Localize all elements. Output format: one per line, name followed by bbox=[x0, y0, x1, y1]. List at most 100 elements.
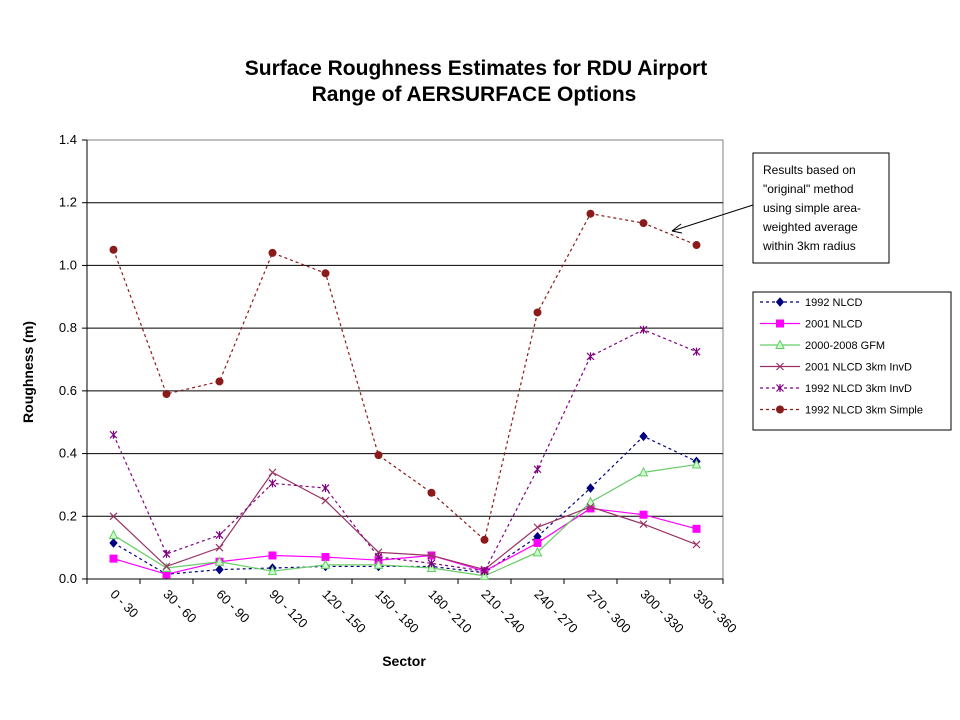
legend-label: 2001 NLCD bbox=[805, 319, 863, 331]
annotation-line: Results based on bbox=[763, 163, 856, 177]
legend-label: 1992 NLCD 3km Simple bbox=[805, 405, 923, 417]
data-point bbox=[109, 245, 118, 254]
data-point bbox=[586, 209, 595, 218]
x-tick-label: 300 - 330 bbox=[637, 587, 686, 636]
data-point bbox=[374, 553, 383, 562]
data-point bbox=[639, 520, 648, 529]
legend-swatch-marker bbox=[776, 384, 784, 392]
data-point bbox=[586, 483, 595, 493]
x-tick-label: 270 - 300 bbox=[584, 587, 633, 636]
x-axis-label: Sector bbox=[382, 653, 426, 669]
marker-stroke bbox=[586, 502, 595, 511]
data-point bbox=[268, 468, 277, 477]
data-point bbox=[374, 451, 383, 460]
data-point bbox=[479, 570, 490, 580]
data-point bbox=[692, 241, 701, 250]
x-tick-label: 120 - 150 bbox=[319, 587, 368, 636]
data-point bbox=[321, 484, 330, 493]
annotation-box bbox=[752, 152, 890, 264]
data-point bbox=[267, 565, 278, 576]
x-tick-label: 240 - 270 bbox=[531, 587, 580, 636]
y-tick-label: 0.0 bbox=[59, 571, 77, 586]
marker-stroke bbox=[215, 543, 224, 552]
x-tick-label: 330 - 360 bbox=[690, 587, 739, 636]
marker-stroke bbox=[639, 520, 648, 529]
data-point bbox=[533, 538, 542, 547]
annotation-line: using simple area- bbox=[763, 201, 861, 215]
legend-item: 1992 NLCD bbox=[760, 297, 863, 309]
y-tick-label: 1.0 bbox=[59, 257, 77, 272]
legend-label: 2000-2008 GFM bbox=[805, 340, 885, 352]
data-point bbox=[427, 551, 436, 560]
legend-item: 1992 NLCD 3km InvD bbox=[760, 383, 912, 395]
legend-swatch-marker bbox=[776, 319, 784, 328]
data-point bbox=[586, 502, 595, 511]
series-line bbox=[112, 213, 697, 541]
data-point bbox=[109, 512, 118, 521]
y-tick-label: 0.4 bbox=[59, 446, 77, 461]
data-point bbox=[215, 531, 224, 540]
data-point bbox=[268, 479, 277, 488]
data-point bbox=[427, 559, 436, 568]
data-point bbox=[108, 529, 119, 540]
data-point bbox=[692, 540, 701, 549]
data-point bbox=[480, 567, 489, 576]
annotation-arrow bbox=[671, 204, 754, 232]
grid-lines bbox=[87, 202, 723, 517]
data-point bbox=[639, 431, 648, 442]
data-point bbox=[161, 562, 172, 573]
legend-label: 1992 NLCD bbox=[805, 297, 863, 309]
legend-item: 2001 NLCD 3km InvD bbox=[760, 362, 912, 374]
data-point bbox=[639, 325, 648, 334]
legend-swatch-marker bbox=[775, 339, 785, 349]
legend-swatch-marker bbox=[776, 405, 784, 414]
legend-label: 2001 NLCD 3km InvD bbox=[805, 362, 912, 374]
chart-title-line-2: Range of AERSURFACE Options bbox=[312, 83, 637, 106]
data-point bbox=[639, 219, 648, 228]
data-point bbox=[321, 269, 330, 278]
series-line bbox=[113, 471, 697, 571]
legend-item: 2000-2008 GFM bbox=[760, 339, 885, 352]
legend: 1992 NLCD 2001 NLCD 2000-2008 GFM 2001 NLCD… bbox=[752, 291, 952, 431]
data-point bbox=[109, 554, 118, 563]
data-point bbox=[268, 551, 277, 560]
annotation-line: "original" method bbox=[763, 182, 854, 196]
chart-title-line-1: Surface Roughness Estimates for RDU Airp… bbox=[245, 57, 707, 80]
data-point bbox=[214, 556, 225, 566]
legend-swatch-marker bbox=[776, 362, 784, 371]
data-point bbox=[585, 496, 596, 507]
series-2 bbox=[108, 458, 702, 580]
data-point bbox=[639, 510, 648, 519]
x-tick-label: 90 - 120 bbox=[266, 587, 310, 631]
y-tick-label: 1.4 bbox=[59, 132, 77, 147]
annotation-text: Results based on "original" method using s… bbox=[762, 163, 861, 253]
data-point bbox=[638, 466, 649, 477]
series-line bbox=[113, 463, 697, 577]
data-point bbox=[320, 559, 331, 569]
data-point bbox=[480, 535, 489, 544]
data-point bbox=[533, 465, 542, 474]
marker-stroke bbox=[776, 362, 784, 371]
marker-stroke bbox=[109, 512, 118, 521]
annotation-line: weighted average bbox=[762, 220, 858, 234]
marker-stroke bbox=[692, 540, 701, 549]
data-point bbox=[691, 458, 702, 469]
x-tick-label: 0 - 30 bbox=[107, 587, 141, 621]
annotation-line: within 3km radius bbox=[762, 239, 856, 253]
annotation-arrowhead bbox=[671, 223, 683, 234]
data-point bbox=[321, 496, 330, 505]
data-point bbox=[427, 488, 436, 497]
marker-stroke bbox=[427, 551, 436, 560]
data-point bbox=[268, 248, 277, 257]
legend-item: 1992 NLCD 3km Simple bbox=[760, 405, 923, 417]
data-point bbox=[162, 549, 171, 558]
marker-stroke bbox=[533, 523, 542, 532]
data-point bbox=[533, 308, 542, 317]
data-point bbox=[162, 389, 171, 398]
x-tick-label: 60 - 90 bbox=[213, 587, 252, 626]
data-point bbox=[426, 562, 437, 573]
x-tick-label: 150 - 180 bbox=[372, 587, 421, 636]
legend-box bbox=[752, 291, 952, 431]
data-point bbox=[533, 523, 542, 532]
